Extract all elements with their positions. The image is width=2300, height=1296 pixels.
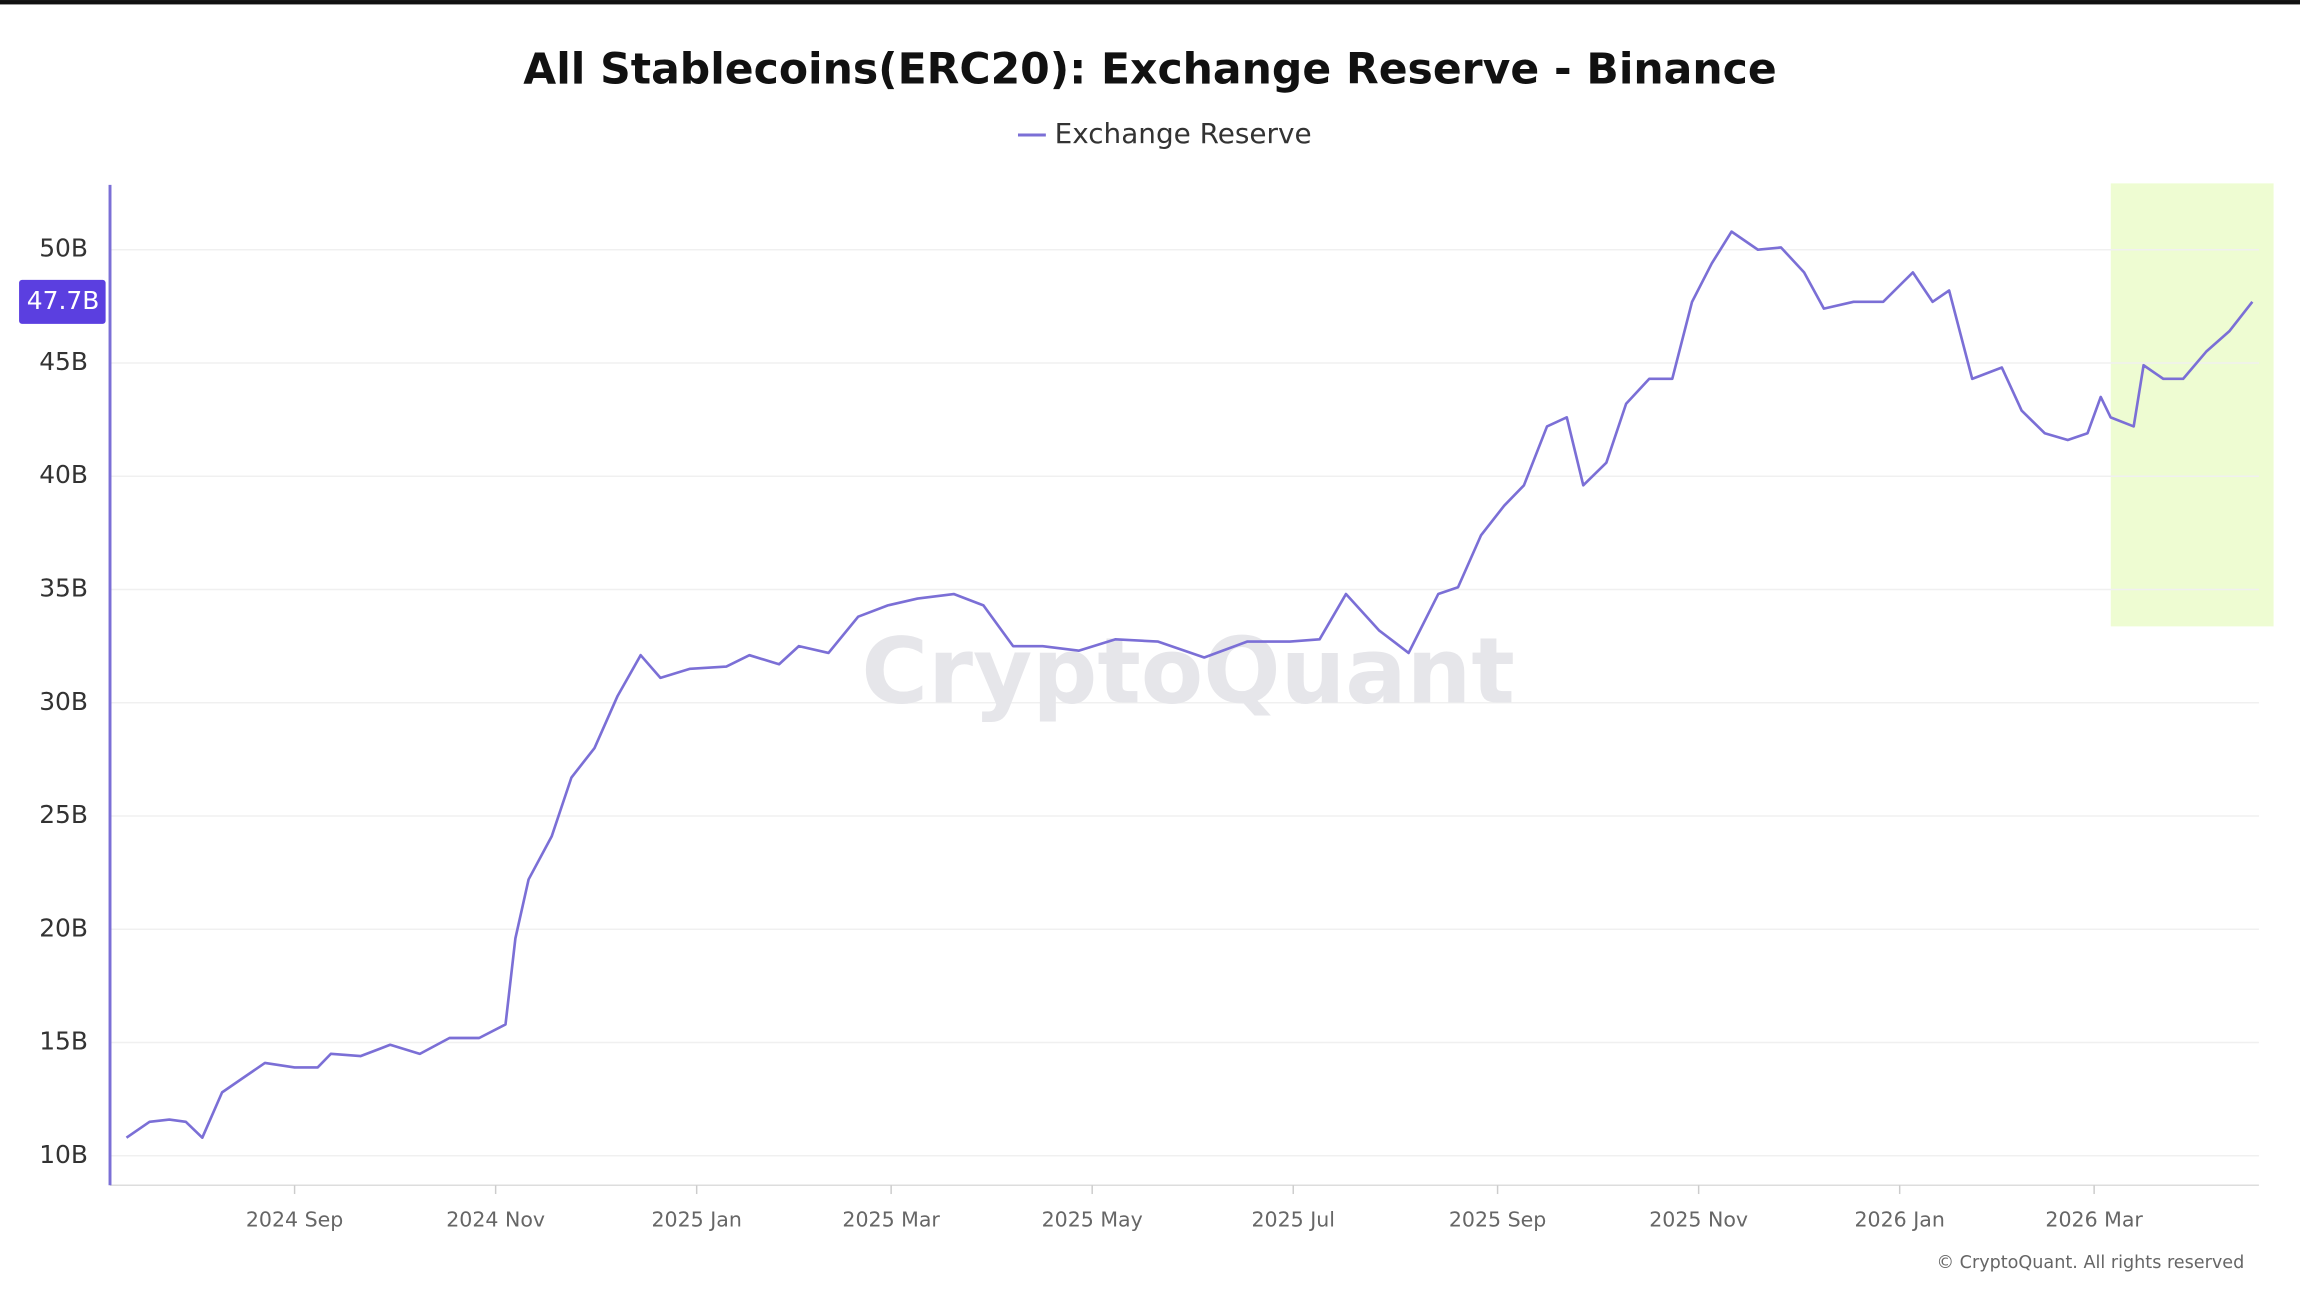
x-tick-label: 2024 Nov: [446, 1207, 545, 1231]
y-tick-label: 40B: [39, 460, 88, 489]
x-tick-label: 2025 Nov: [1649, 1207, 1748, 1231]
x-tick-label: 2026 Mar: [2045, 1207, 2143, 1231]
y-tick-label: 25B: [39, 800, 88, 829]
y-tick-label: 10B: [39, 1140, 88, 1169]
value-badge-label: 47.7B: [27, 286, 100, 315]
x-tick-label: 2025 Jan: [652, 1207, 742, 1231]
y-tick-label: 45B: [39, 347, 88, 376]
series-line: [125, 230, 2254, 1139]
y-tick-label: 15B: [39, 1027, 88, 1056]
chart-title: All Stablecoins(ERC20): Exchange Reserve…: [523, 45, 1776, 94]
x-tick-label: 2025 May: [1042, 1207, 1143, 1231]
y-tick-label: 20B: [39, 913, 88, 942]
credit: © CryptoQuant. All rights reserved: [1936, 1253, 2244, 1273]
x-tick-label: 2024 Sep: [246, 1207, 343, 1231]
y-tick-label: 30B: [39, 687, 88, 716]
legend-label: Exchange Reserve: [1055, 117, 1312, 150]
x-tick-label: 2025 Mar: [842, 1207, 940, 1231]
y-tick-label: 50B: [39, 234, 88, 263]
y-tick-label: 35B: [39, 574, 88, 603]
watermark: CryptoQuant: [861, 620, 1515, 725]
value-badge: [19, 279, 106, 324]
x-tick-label: 2025 Jul: [1251, 1207, 1335, 1231]
x-tick-label: 2026 Jan: [1854, 1207, 1944, 1231]
top-bar: [0, 0, 2300, 5]
x-tick-label: 2025 Sep: [1449, 1207, 1546, 1231]
